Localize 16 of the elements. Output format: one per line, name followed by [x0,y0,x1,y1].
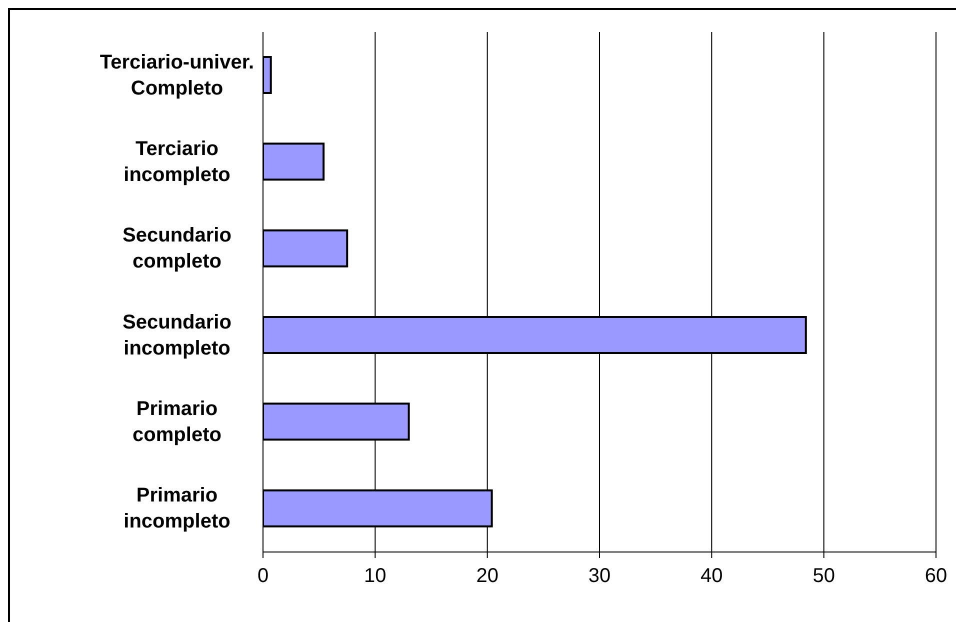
x-tick-label: 60 [924,565,948,588]
x-tick-label: 30 [588,565,611,588]
bar [263,142,325,181]
bar [263,56,272,94]
x-tick-label: 0 [257,565,269,588]
x-tick-label: 20 [476,565,498,588]
x-tick-label: 50 [812,565,835,588]
x-tick-label: 40 [700,565,723,588]
y-tick-label: Secundario completo [122,224,232,273]
y-tick-label: Secundario incompleto [122,311,232,360]
y-tick-label: Primario completo [132,398,222,446]
bar [263,229,348,268]
y-tick-label: Primario incompleto [124,484,230,533]
x-tick-label: 10 [364,565,386,588]
y-tick-label: Terciario incompleto [124,138,230,186]
y-tick-label: Terciario-univer. Completo [100,51,254,100]
